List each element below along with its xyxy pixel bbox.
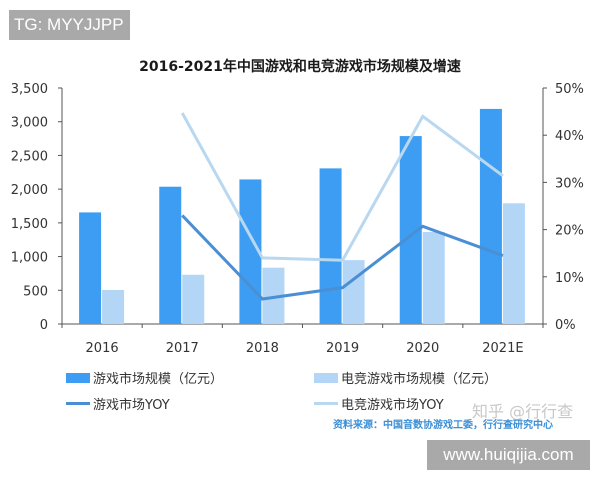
x-tick-label: 2020: [406, 341, 439, 356]
line-esports-yoy: [180, 112, 504, 262]
bar-esports-market: [262, 267, 285, 324]
legend-swatch: [66, 402, 90, 405]
bar-esports-market: [182, 274, 205, 324]
y2-tick-label: 20%: [555, 224, 584, 239]
bar-game-market: [319, 168, 342, 324]
y2-tick-label: 0%: [555, 318, 576, 333]
y2-tick-label: 40%: [555, 129, 584, 144]
legend-label: 游戏市场规模（亿元）: [93, 372, 224, 387]
y-tick-label: 1,000: [11, 251, 48, 266]
line-game-yoy: [181, 214, 504, 301]
legend-esports-yoy: 电竞游戏市场YOY: [314, 394, 444, 413]
legend-game-bar: 游戏市场规模（亿元）: [66, 368, 223, 387]
y-tick-label: 2,500: [11, 149, 48, 164]
bar-game-market: [479, 108, 502, 324]
legend-swatch: [314, 402, 338, 405]
x-tick-label: 2021E: [482, 341, 523, 356]
chart-plot: 0 500 1,000 1,500 2,000 2,500 3,000 3,500 0% 10% 2…: [11, 82, 584, 356]
y2-tick-label: 50%: [555, 82, 584, 97]
x-tick-label: 2018: [246, 341, 279, 356]
x-tick-label: 2016: [86, 341, 119, 356]
legend-esports-bar: 电竞游戏市场规模（亿元）: [314, 368, 497, 387]
legend-label: 电竞游戏市场规模（亿元）: [341, 372, 498, 387]
y-tick-label: 0: [40, 318, 48, 333]
bar-esports-market: [102, 289, 125, 324]
bar-game-market: [159, 186, 182, 324]
y-tick-label: 2,000: [11, 183, 48, 198]
watermark-top: TG: MYYJJPP: [9, 10, 130, 40]
legend-label: 电竞游戏市场YOY: [341, 398, 444, 413]
legend-swatch: [66, 372, 90, 383]
source-note: 资料来源：中国音数协游戏工委，行行查研究中心: [333, 420, 553, 431]
y-tick-label: 500: [23, 284, 48, 299]
zhihu-watermark: 知乎 @行行查: [472, 402, 574, 421]
bar-game-market: [239, 179, 262, 324]
bar-esports-market: [502, 203, 525, 324]
bar-game-market: [399, 136, 422, 324]
legend-swatch: [314, 372, 338, 383]
y-tick-label: 3,000: [11, 116, 48, 131]
y2-tick-label: 30%: [555, 176, 584, 191]
legend-label: 游戏市场YOY: [93, 398, 170, 413]
y-tick-label: 3,500: [11, 82, 48, 97]
x-tick-label: 2019: [326, 341, 359, 356]
legend-game-yoy: 游戏市场YOY: [66, 394, 170, 413]
chart-title: 2016-2021年中国游戏和电竞游戏市场规模及增速: [139, 59, 461, 75]
bar-esports-market: [342, 260, 365, 324]
bar-esports-market: [422, 231, 445, 324]
bar-game-market: [79, 212, 102, 324]
y2-tick-label: 10%: [555, 271, 584, 286]
watermark-bottom: www.huiqijia.com: [427, 440, 590, 470]
x-tick-label: 2017: [166, 341, 199, 356]
y-tick-label: 1,500: [11, 217, 48, 232]
